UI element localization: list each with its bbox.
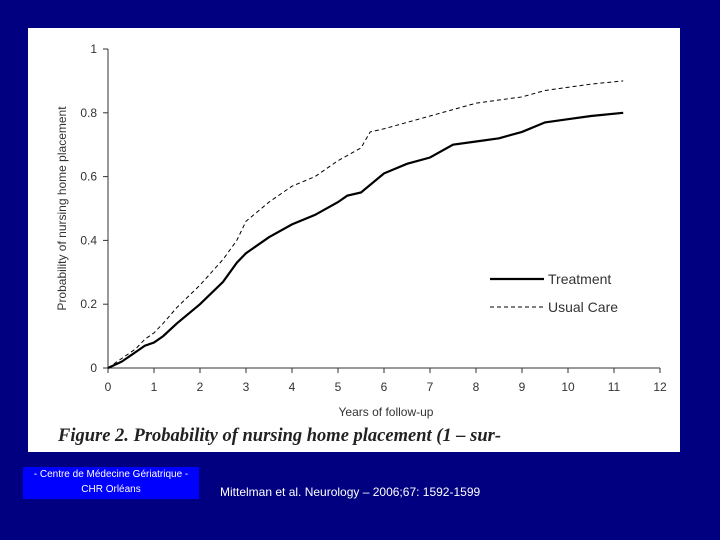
y-tick-label: 1	[90, 42, 97, 56]
x-tick-label: 4	[289, 380, 296, 394]
y-tick-label: 0.2	[80, 297, 97, 311]
figure-caption: Figure 2. Probability of nursing home pl…	[58, 426, 502, 446]
y-tick-label: 0	[90, 361, 97, 375]
series-line-treatment	[107, 111, 624, 369]
x-tick-label: 3	[243, 380, 250, 394]
footer-institution-box: - Centre de Médecine Gériatrique - CHR O…	[23, 467, 199, 499]
x-tick-label: 12	[653, 380, 667, 394]
x-tick-label: 8	[473, 380, 480, 394]
x-tick-label: 5	[335, 380, 342, 394]
y-tick-label: 0.8	[80, 106, 97, 120]
x-axis-title: Years of follow-up	[339, 405, 434, 419]
x-tick-label: 0	[105, 380, 112, 394]
footer-institution-line2: CHR Orléans	[81, 484, 141, 495]
y-tick-label: 0.4	[80, 233, 97, 247]
footer-institution-line1: - Centre de Médecine Gériatrique -	[33, 469, 189, 480]
x-tick-label: 10	[561, 380, 575, 394]
figure-panel: 0 1 2 3 4 5 6 7 8 9 10 11 12 0 0.2 0.4 0.6 0.8 1 Years of f…	[28, 28, 680, 452]
x-tick-label: 11	[608, 380, 621, 394]
x-tick-label: 7	[427, 380, 434, 394]
x-tick-label: 6	[381, 380, 388, 394]
legend-label: Treatment	[548, 271, 611, 287]
y-tick-label: 0.6	[80, 170, 97, 184]
citation-text: Mittelman et al. Neurology – 2006;67: 15…	[220, 485, 481, 499]
series-line-usual-care	[107, 80, 624, 369]
x-tick-label: 2	[197, 380, 204, 394]
legend-label: Usual Care	[548, 299, 618, 315]
x-tick-label: 1	[151, 380, 158, 394]
y-axis-title: Probability of nursing home placement	[55, 106, 69, 311]
x-tick-label: 9	[519, 380, 526, 394]
